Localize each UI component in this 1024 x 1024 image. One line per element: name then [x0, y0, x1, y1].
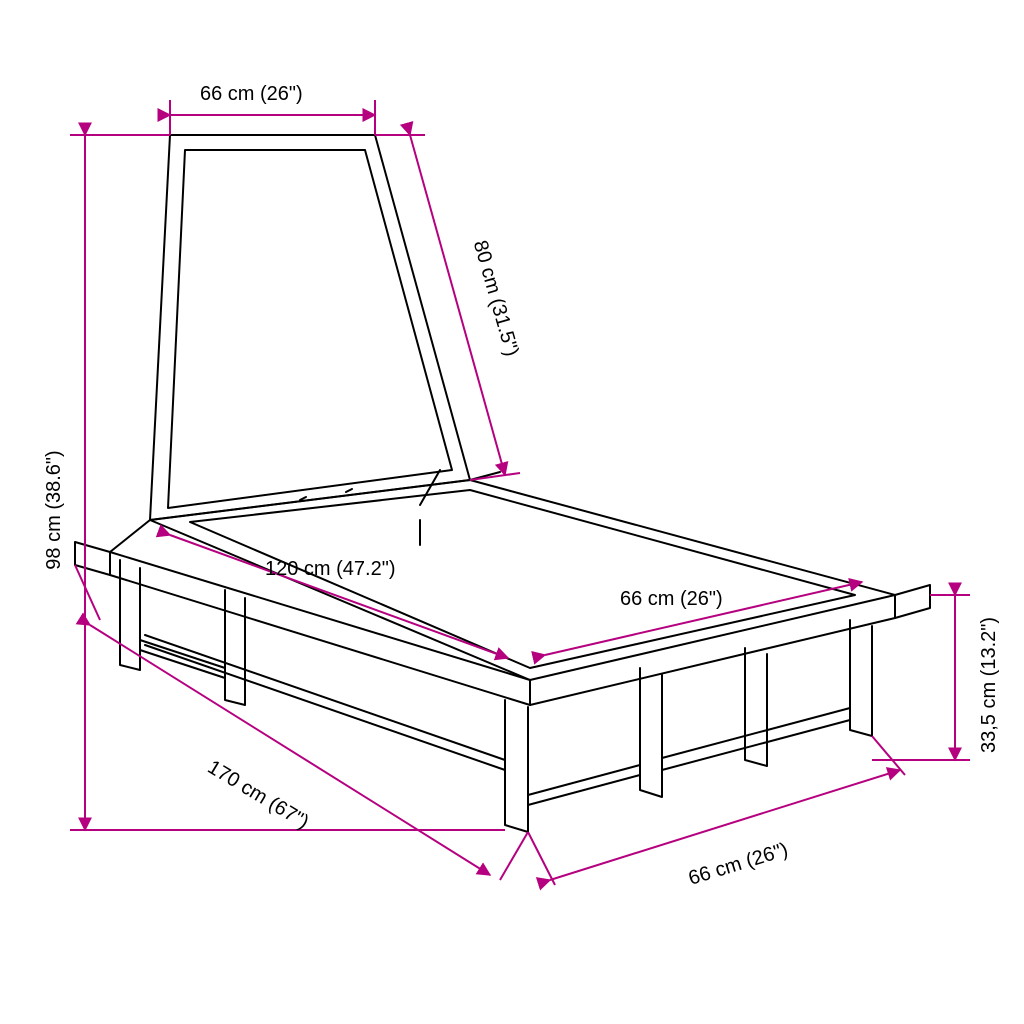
- dim-seat-length: 120 cm (47.2"): [265, 558, 396, 580]
- dim-seat-height: 33,5 cm (13.2"): [978, 617, 1000, 753]
- dimension-labels: 66 cm (26") 98 cm (38.6") 80 cm (31.5") …: [43, 83, 1000, 890]
- dim-overall-length: 170 cm (67"): [204, 756, 313, 833]
- product-outline: [75, 135, 930, 832]
- dim-seat-inner-width: 66 cm (26"): [620, 588, 723, 610]
- dim-top-width: 66 cm (26"): [200, 83, 303, 105]
- dimension-diagram: 66 cm (26") 98 cm (38.6") 80 cm (31.5") …: [0, 0, 1024, 1024]
- dim-backrest-length: 80 cm (31.5"): [469, 238, 523, 359]
- dim-foot-width: 66 cm (26"): [686, 839, 791, 890]
- dim-overall-height: 98 cm (38.6"): [43, 450, 65, 569]
